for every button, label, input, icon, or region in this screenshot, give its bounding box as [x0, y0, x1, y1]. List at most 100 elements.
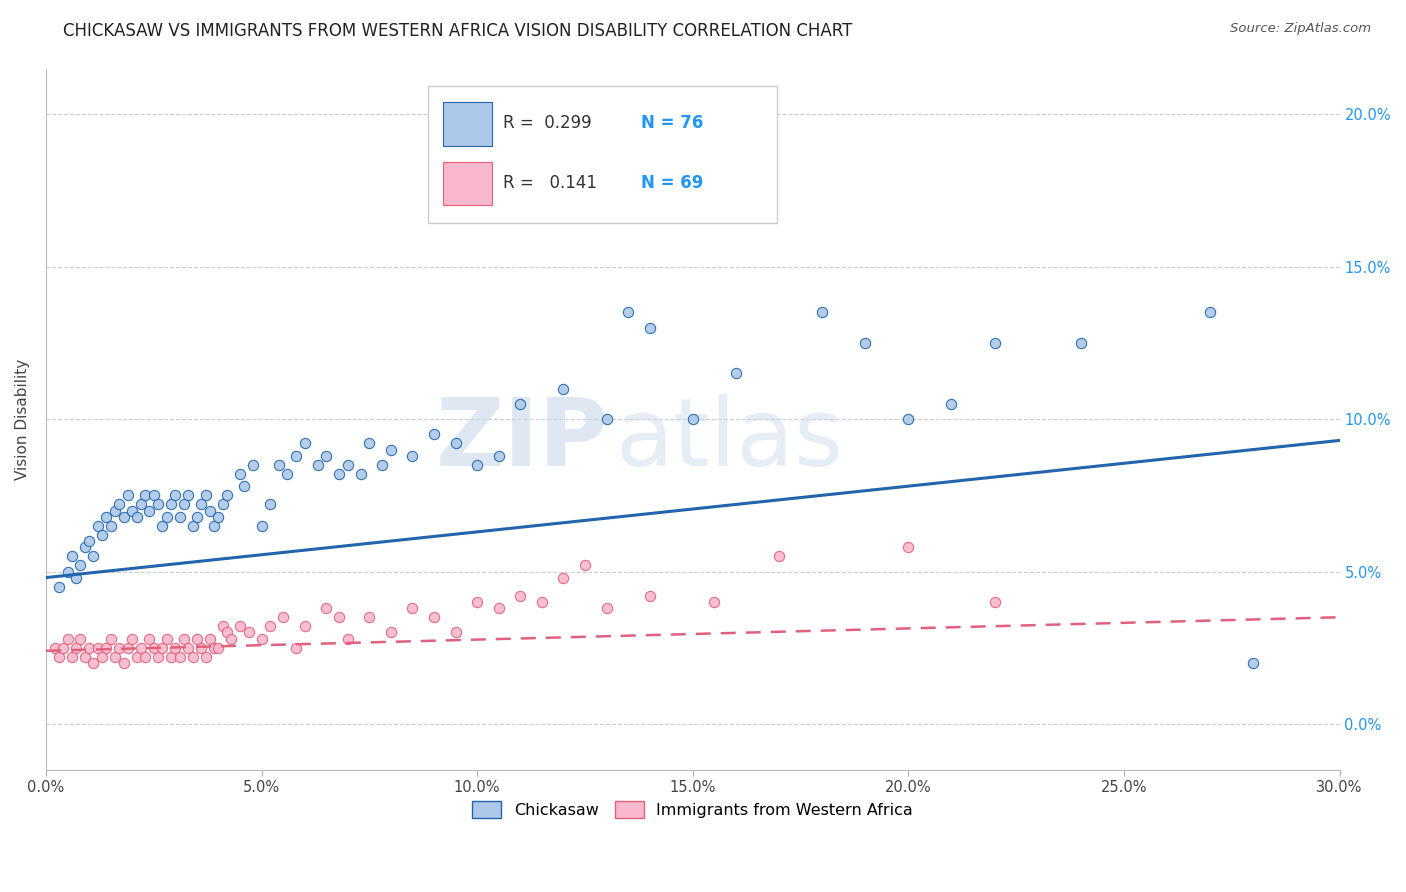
Text: N = 69: N = 69: [641, 174, 703, 192]
Point: [259, 498, 281, 512]
Point: [121, 503, 143, 517]
Point: [336, 458, 359, 472]
Point: [129, 640, 152, 655]
Point: [134, 488, 156, 502]
Point: [48, 580, 70, 594]
Legend: Chickasaw, Immigrants from Western Africa: Chickasaw, Immigrants from Western Afric…: [465, 795, 920, 825]
Point: [190, 498, 212, 512]
Point: [146, 498, 169, 512]
Point: [553, 382, 575, 396]
Point: [60, 549, 83, 564]
Point: [285, 640, 308, 655]
Point: [315, 601, 337, 615]
Text: CHICKASAW VS IMMIGRANTS FROM WESTERN AFRICA VISION DISABILITY CORRELATION CHART: CHICKASAW VS IMMIGRANTS FROM WESTERN AFR…: [63, 22, 852, 40]
Point: [638, 589, 661, 603]
Point: [65, 640, 87, 655]
Point: [121, 632, 143, 646]
Point: [509, 589, 531, 603]
Text: atlas: atlas: [616, 394, 844, 486]
Point: [488, 449, 510, 463]
Point: [190, 640, 212, 655]
Point: [186, 632, 208, 646]
Point: [703, 595, 725, 609]
Point: [198, 503, 221, 517]
Point: [465, 458, 488, 472]
Point: [267, 458, 290, 472]
FancyBboxPatch shape: [427, 86, 778, 223]
Point: [371, 458, 394, 472]
Point: [194, 649, 217, 664]
Point: [444, 436, 467, 450]
Point: [250, 632, 273, 646]
Point: [682, 412, 704, 426]
Point: [423, 610, 446, 624]
Text: R =  0.299: R = 0.299: [502, 114, 591, 132]
Point: [941, 397, 963, 411]
Point: [44, 640, 66, 655]
Point: [169, 649, 191, 664]
Point: [125, 509, 148, 524]
Point: [359, 436, 381, 450]
Point: [69, 632, 91, 646]
Point: [401, 601, 423, 615]
Point: [77, 534, 100, 549]
Point: [177, 488, 200, 502]
Point: [488, 601, 510, 615]
Text: N = 76: N = 76: [641, 114, 703, 132]
Point: [86, 518, 108, 533]
Point: [112, 509, 135, 524]
Point: [48, 649, 70, 664]
Point: [60, 649, 83, 664]
Point: [173, 498, 195, 512]
Point: [96, 640, 118, 655]
Point: [1241, 656, 1264, 670]
Point: [56, 632, 79, 646]
Point: [117, 640, 139, 655]
Point: [150, 518, 173, 533]
Point: [112, 656, 135, 670]
Point: [271, 610, 294, 624]
Point: [401, 449, 423, 463]
Point: [574, 558, 596, 573]
Point: [328, 610, 350, 624]
Point: [553, 571, 575, 585]
Point: [125, 649, 148, 664]
Point: [983, 335, 1005, 350]
Point: [238, 625, 260, 640]
Point: [233, 479, 256, 493]
Point: [444, 625, 467, 640]
Point: [465, 595, 488, 609]
Point: [56, 565, 79, 579]
Point: [202, 518, 225, 533]
Point: [315, 449, 337, 463]
Point: [108, 640, 131, 655]
Point: [221, 632, 243, 646]
Point: [350, 467, 373, 481]
Point: [250, 518, 273, 533]
Point: [1070, 335, 1092, 350]
Point: [336, 632, 359, 646]
Point: [229, 619, 252, 633]
Point: [134, 649, 156, 664]
Point: [380, 625, 402, 640]
Text: Source: ZipAtlas.com: Source: ZipAtlas.com: [1230, 22, 1371, 36]
Point: [165, 640, 187, 655]
Point: [82, 656, 104, 670]
Point: [82, 549, 104, 564]
Point: [211, 498, 233, 512]
Point: [86, 640, 108, 655]
Point: [242, 458, 264, 472]
Point: [897, 412, 920, 426]
Point: [160, 498, 183, 512]
Point: [100, 632, 122, 646]
Point: [983, 595, 1005, 609]
Point: [77, 640, 100, 655]
Point: [117, 488, 139, 502]
Point: [142, 640, 165, 655]
Point: [294, 619, 316, 633]
Point: [509, 397, 531, 411]
Point: [207, 640, 229, 655]
Point: [328, 467, 350, 481]
Point: [423, 427, 446, 442]
Point: [853, 335, 876, 350]
